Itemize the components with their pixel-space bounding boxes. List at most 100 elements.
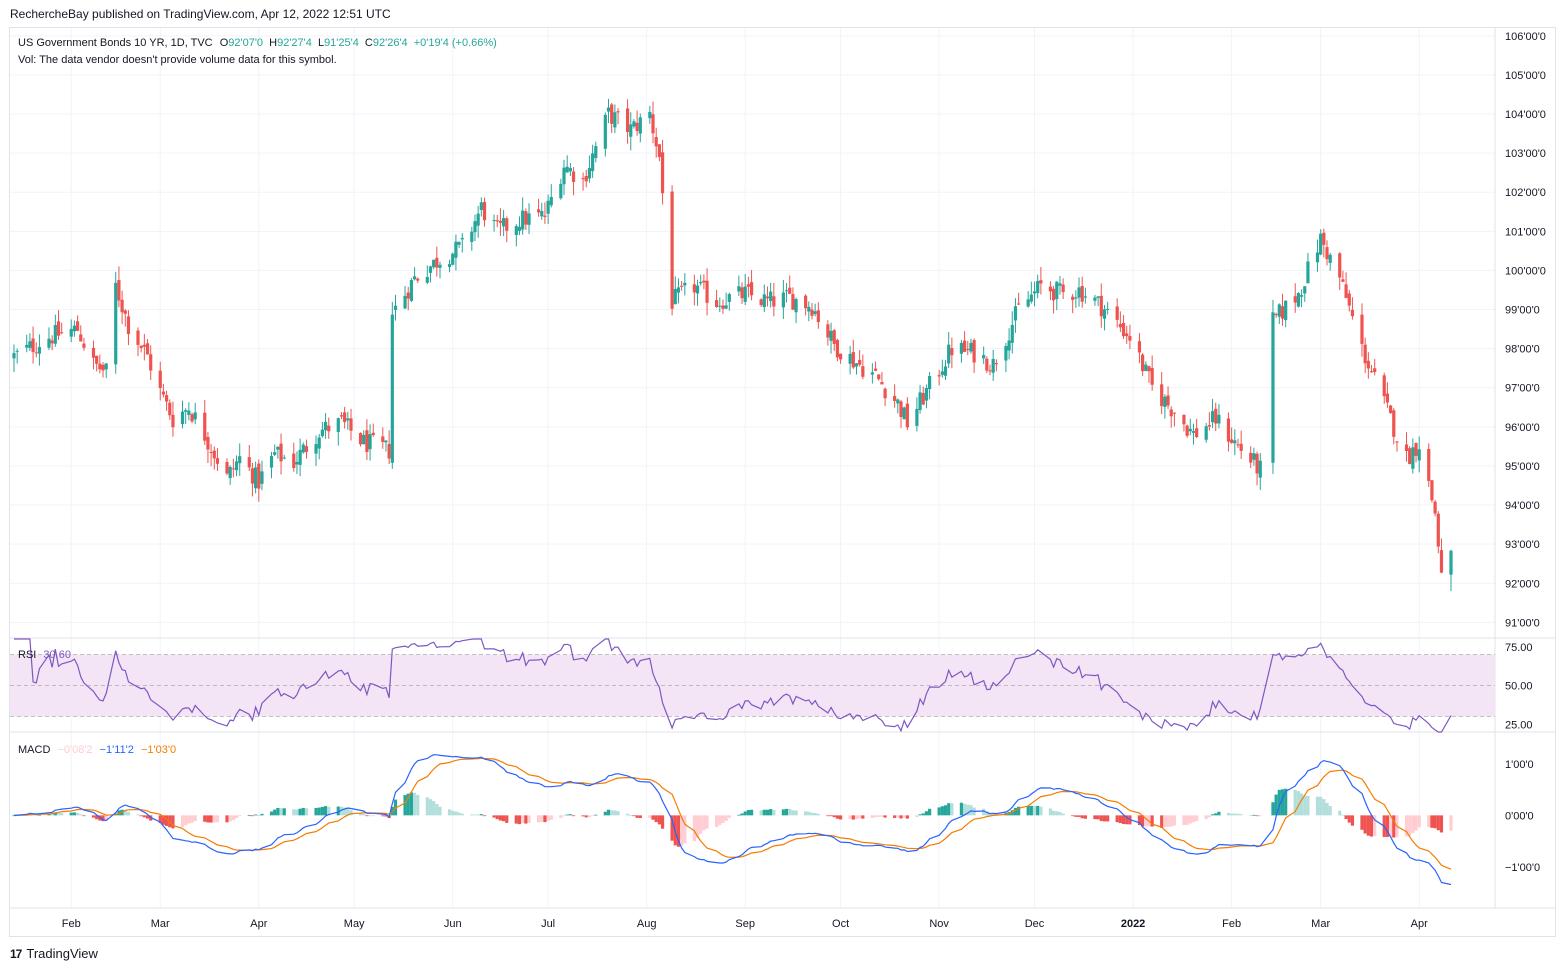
candle-body	[1013, 306, 1018, 321]
candle-body	[323, 421, 328, 431]
candle-body	[1150, 368, 1154, 385]
candle-body	[514, 226, 518, 235]
candle-body	[457, 242, 461, 245]
candle-body	[1118, 324, 1122, 328]
macd-label[interactable]: MACD	[18, 744, 51, 756]
macd-histogram-bar	[1166, 815, 1170, 827]
candle-body	[1051, 288, 1056, 301]
macd-histogram-bar	[527, 815, 531, 823]
macd-histogram-bar	[473, 814, 477, 816]
candle-body	[1182, 414, 1186, 425]
candle-body	[171, 414, 175, 428]
macd-histogram-bar	[279, 808, 283, 816]
macd-histogram-bar	[676, 815, 681, 847]
candle-body	[527, 213, 531, 225]
macd-histogram-bar	[470, 814, 474, 816]
candle-body	[12, 353, 16, 359]
price-axis-label: 95'00'0	[1505, 461, 1540, 473]
candle-body	[1147, 366, 1151, 372]
macd-histogram-bar	[851, 815, 855, 820]
chart-frame[interactable]: 106'00'0 105'00'0 104'00'0 103'00'0 102'00'0…	[9, 27, 1556, 937]
candle-body	[368, 434, 372, 450]
macd-histogram-bar	[428, 799, 433, 816]
candle-body	[47, 338, 51, 348]
macd-histogram-bar	[514, 815, 518, 824]
macd-histogram-bar	[1363, 815, 1367, 834]
macd-histogram-bar	[680, 815, 684, 846]
macd-histogram-bar	[1255, 815, 1259, 817]
candle-body	[276, 446, 280, 450]
macd-histogram-bar	[568, 814, 572, 816]
candle-body	[982, 354, 986, 359]
macd-histogram-bar	[238, 815, 242, 817]
macd-histogram-bar	[1191, 815, 1196, 823]
macd-legend[interactable]: MACD −0'08'2 −1'11'2 −1'03'0	[18, 744, 180, 756]
main-legend[interactable]: US Government Bonds 10 YR, 1D, TVC O92'0…	[18, 37, 501, 49]
macd-histogram-bar	[1169, 815, 1173, 827]
macd-histogram-bar	[384, 815, 388, 817]
candle-body	[473, 221, 477, 233]
macd-histogram-bar	[1210, 814, 1215, 816]
macd-histogram-bar	[482, 815, 487, 817]
candle-body	[451, 253, 455, 265]
price-axis-label: 98'00'0	[1505, 344, 1540, 356]
macd-histogram-bar	[301, 807, 305, 816]
candle-body	[950, 348, 954, 356]
candle-body	[1083, 296, 1087, 298]
candle-body	[1306, 261, 1310, 284]
macd-histogram-bar	[1433, 815, 1437, 829]
candle-body	[695, 285, 700, 294]
macd-histogram-bar	[72, 812, 77, 816]
candle-body	[905, 403, 909, 428]
candle-body	[234, 461, 239, 471]
macd-histogram-bar	[962, 803, 967, 816]
candle-body	[238, 456, 242, 464]
chart-canvas[interactable]: 106'00'0 105'00'0 104'00'0 103'00'0 102'00'0…	[10, 28, 1555, 936]
candle-body	[966, 348, 970, 350]
macd-histogram-bar	[543, 815, 547, 823]
macd-histogram-bar	[317, 807, 321, 816]
macd-histogram-bar	[139, 815, 143, 817]
macd-histogram-bar	[635, 815, 639, 818]
macd-histogram-bar	[320, 806, 324, 816]
candle-body	[269, 456, 274, 468]
candle-body	[873, 368, 878, 371]
candle-body	[947, 344, 951, 364]
symbol-name[interactable]: US Government Bonds 10 YR, 1D, TVC	[18, 37, 213, 49]
macd-histogram-bar	[1055, 811, 1059, 816]
rsi-legend[interactable]: RSI 30.60	[18, 649, 75, 661]
macd-histogram-bar	[479, 814, 483, 816]
rsi-label[interactable]: RSI	[18, 649, 37, 661]
macd-histogram-bar	[740, 813, 744, 816]
candle-body	[1280, 306, 1285, 319]
macd-histogram-bar	[625, 813, 630, 816]
macd-histogram-bar	[454, 811, 458, 816]
macd-histogram-bar	[193, 815, 197, 822]
candle-body	[832, 330, 836, 344]
candle-body	[476, 213, 480, 226]
candle-body	[654, 137, 658, 147]
candle-body	[390, 314, 394, 463]
time-axis-label: Mar	[1311, 918, 1330, 930]
macd-histogram-bar	[1051, 810, 1056, 816]
candle-body	[1417, 449, 1421, 461]
candle-body	[816, 310, 820, 323]
macd-histogram-bar	[1319, 796, 1323, 816]
candle-body	[1271, 312, 1275, 463]
candle-body	[877, 374, 881, 380]
macd-histogram-bar	[95, 815, 99, 820]
candle-body	[101, 364, 105, 371]
macd-histogram-bar	[104, 815, 108, 821]
candle-body	[165, 395, 169, 402]
macd-histogram-bar	[826, 815, 830, 817]
candle-body	[1449, 550, 1453, 575]
candle-body	[1125, 333, 1129, 337]
macd-histogram-bar	[142, 815, 146, 818]
candle-body	[985, 358, 989, 371]
macd-histogram-bar	[1414, 815, 1418, 831]
change-value: +0'19'4 (+0.66%)	[413, 37, 497, 49]
candle-body	[651, 114, 655, 134]
price-axis-label: 106'00'0	[1505, 31, 1546, 43]
candle-body	[1036, 280, 1040, 294]
candle-body	[28, 341, 32, 348]
